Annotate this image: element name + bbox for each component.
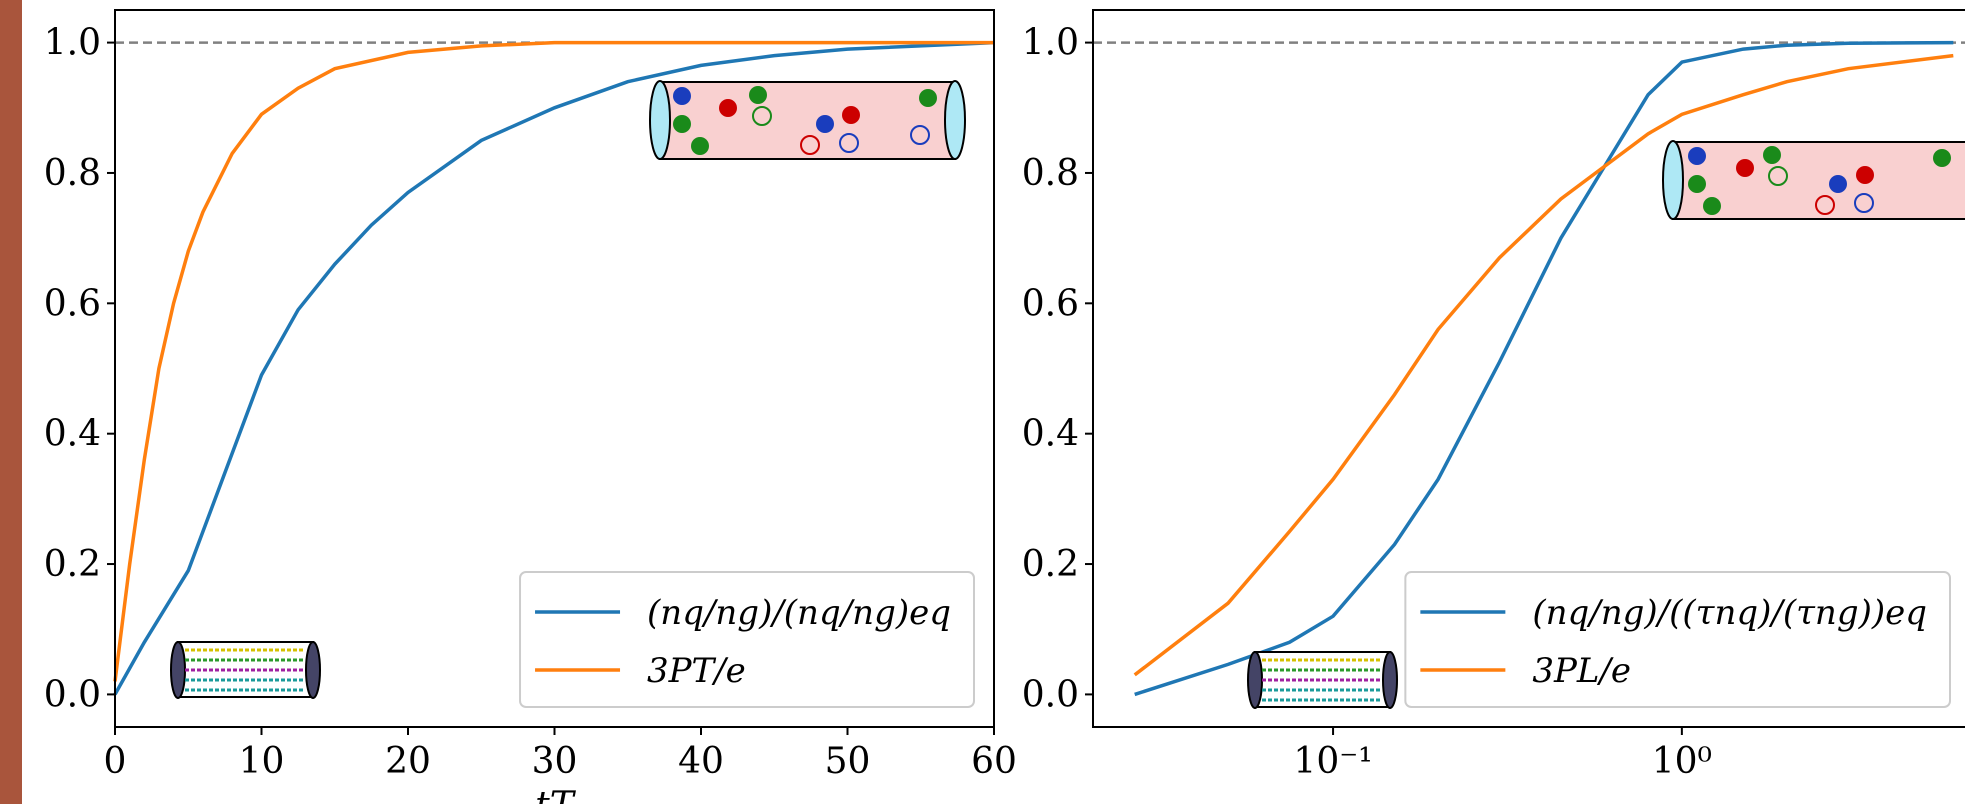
- legend-label: 3PT/e: [647, 651, 746, 691]
- legend-frame: [519, 571, 975, 708]
- x-tick-label: 40: [678, 741, 724, 782]
- y-tick-label: 0.2: [1022, 544, 1079, 585]
- y-tick-label: 0.8: [1022, 153, 1079, 194]
- side-bar: [0, 0, 22, 804]
- x-tick-label: 60: [971, 741, 1017, 782]
- legend-label: 3PL/e: [1532, 651, 1631, 691]
- legend: (nq/ng)/((τnq)/(τng))eq 3PL/e: [1404, 571, 1951, 708]
- y-tick-label: 1.0: [44, 23, 101, 64]
- y-tick-label: 1.0: [1022, 23, 1079, 64]
- legend-label: (nq/ng)/((τnq)/(τng))eq: [1532, 593, 1927, 633]
- plot: [1093, 40, 1965, 697]
- y-tick-label: 0.8: [44, 153, 101, 194]
- data-line: [1134, 40, 1954, 697]
- data-line: [113, 40, 994, 682]
- x-tick-label: 30: [532, 741, 578, 782]
- x-tick-label: 10: [239, 741, 285, 782]
- data-line: [1133, 53, 1954, 677]
- x-tick-label: 50: [825, 741, 871, 782]
- x-tick-label: 0: [104, 741, 127, 782]
- y-tick-label: 0.2: [44, 544, 101, 585]
- plot: [113, 40, 995, 696]
- x-tick-label: 20: [385, 741, 431, 782]
- x-tick-label: 10⁻¹: [1293, 741, 1372, 782]
- legend-label: (nq/ng)/(nq/ng)eq: [647, 593, 951, 633]
- inset-tube: [649, 80, 966, 160]
- y-tick-label: 0.6: [44, 283, 101, 324]
- x-tick-label: 10⁰: [1652, 741, 1712, 782]
- inset-small-tube: [1247, 651, 1398, 709]
- inset-tube: [1662, 140, 1965, 220]
- inset-small-tube: [170, 641, 321, 699]
- insets: [170, 80, 1965, 709]
- legend: (nq/ng)/(nq/ng)eq 3PT/e: [519, 571, 975, 708]
- legend-frame: [1404, 571, 1951, 708]
- y-tick-label: 0.0: [1022, 674, 1079, 715]
- plot-frame: [1092, 9, 1965, 728]
- x-axis-label: tT: [535, 785, 576, 804]
- y-tick-label: 0.4: [1022, 414, 1079, 455]
- data-line: [113, 40, 995, 696]
- y-tick-label: 0.0: [44, 674, 101, 715]
- y-tick-label: 0.4: [44, 414, 101, 455]
- y-tick-label: 0.6: [1022, 283, 1079, 324]
